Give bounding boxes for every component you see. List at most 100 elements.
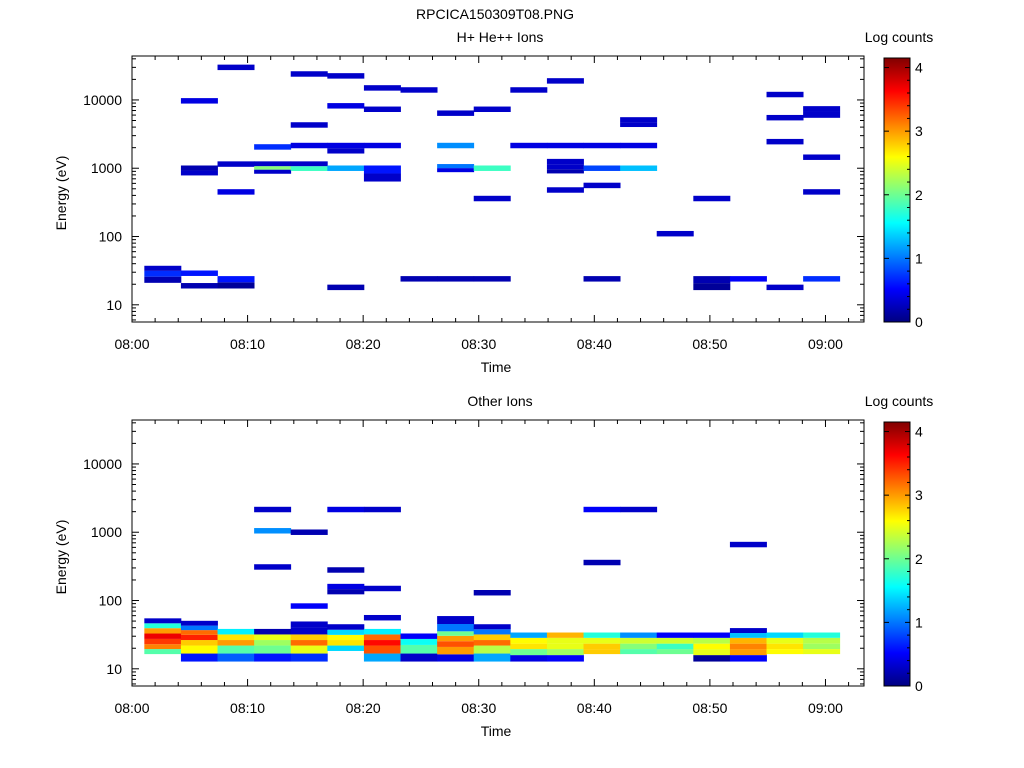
heatmap-cell (766, 138, 804, 145)
heatmap-cell (437, 635, 475, 642)
heatmap-cell (144, 628, 182, 634)
heatmap-cells (144, 64, 841, 291)
heatmap-cell (363, 142, 401, 149)
heatmap-cell (180, 270, 218, 276)
heatmap-cell (437, 641, 475, 647)
heatmap-cell (327, 624, 365, 630)
heatmap-cell (693, 655, 731, 662)
heatmap-cell (180, 625, 218, 631)
heatmap-cell (656, 649, 694, 655)
heatmap-cell (693, 283, 731, 291)
heatmap-cell (766, 637, 804, 644)
heatmap-cell (327, 148, 365, 154)
heatmap-cell (803, 189, 841, 195)
heatmap-cell (510, 632, 548, 638)
heatmap-cell (473, 634, 511, 641)
heatmap-cell (546, 655, 584, 662)
heatmap-cell (729, 649, 767, 656)
heatmap-cell (363, 628, 401, 635)
colorbar-tick-label: 4 (915, 60, 923, 76)
heatmap-cell (620, 506, 658, 513)
heatmap-cell (693, 649, 731, 656)
heatmap-cell (400, 276, 438, 282)
heatmap-cell (473, 590, 511, 596)
heatmap-cell (510, 643, 548, 650)
x-tick-label: 09:00 (808, 700, 843, 716)
heatmap-cell (327, 284, 365, 291)
heatmap-cell (363, 640, 401, 646)
heatmap-cell (546, 78, 584, 84)
heatmap-cell (510, 637, 548, 644)
heatmap-cell (327, 645, 365, 651)
heatmap-cell (327, 640, 365, 646)
heatmap-cell (254, 144, 292, 150)
heatmap-cell (620, 643, 658, 650)
y-tick-label: 10000 (83, 456, 122, 472)
heatmap-cell (729, 655, 767, 662)
x-tick-label: 08:50 (692, 336, 727, 352)
x-tick-label: 08:20 (346, 700, 381, 716)
x-tick-label: 08:10 (230, 700, 265, 716)
y-axis-label: Energy (eV) (53, 520, 69, 595)
heatmap-cell (400, 644, 438, 654)
heatmap-cell (290, 603, 328, 609)
x-tick-label: 08:00 (114, 336, 149, 352)
colorbar-tick-label: 2 (915, 551, 923, 567)
heatmap-cell (473, 640, 511, 646)
heatmap-cell (363, 173, 401, 182)
heatmap-cell (217, 282, 255, 289)
y-tick-label: 10 (106, 297, 122, 313)
heatmap-cell (144, 644, 182, 650)
heatmap-cell (327, 73, 365, 79)
x-tick-label: 08:40 (577, 700, 612, 716)
heatmap-cell (254, 653, 292, 662)
heatmap-cell (766, 649, 804, 655)
heatmap-cell (437, 654, 475, 662)
heatmap-cell (180, 170, 218, 176)
heatmap-cell (583, 643, 621, 650)
colorbar-tick-label: 1 (915, 614, 923, 630)
heatmap-cell (327, 506, 365, 513)
heatmap-cell (803, 632, 841, 638)
heatmap-cell (803, 154, 841, 160)
heatmap-cell (217, 64, 255, 71)
y-axis-label: Energy (eV) (53, 156, 69, 231)
heatmap-cell (620, 142, 658, 149)
heatmap-cell (363, 653, 401, 662)
heatmap-cell (729, 628, 767, 634)
colorbar-tick-label: 0 (915, 678, 923, 694)
heatmap-cell (144, 276, 182, 283)
heatmap-cells (144, 506, 841, 662)
heatmap-cell (290, 529, 328, 535)
heatmap-cell (583, 506, 621, 513)
x-tick-label: 08:20 (346, 336, 381, 352)
heatmap-cell (473, 624, 511, 630)
heatmap-cell (363, 165, 401, 174)
heatmap-cell (583, 142, 621, 149)
x-tick-label: 08:50 (692, 700, 727, 716)
heatmap-cell (729, 633, 767, 638)
heatmap-cell (144, 633, 182, 639)
heatmap-cell (693, 643, 731, 650)
heatmap-cell (363, 506, 401, 513)
heatmap-cell (583, 649, 621, 655)
heatmap-cell (693, 276, 731, 284)
heatmap-cell (144, 618, 182, 624)
heatmap-cell (546, 643, 584, 650)
heatmap-cell (583, 637, 621, 644)
heatmap-cell (510, 87, 548, 93)
heatmap-cell (217, 189, 255, 195)
heatmap-cell (363, 585, 401, 592)
heatmap-cell (766, 91, 804, 98)
x-axis-label: Time (481, 359, 512, 375)
colorbar-tick-label: 0 (915, 314, 923, 330)
heatmap-cell (254, 161, 292, 167)
heatmap-cell (254, 169, 292, 174)
heatmap-cell (546, 649, 584, 656)
heatmap-cell (437, 168, 475, 173)
heatmap-cell (766, 114, 804, 121)
colorbar-label: Log counts (865, 393, 934, 409)
heatmap-cell (546, 142, 584, 149)
y-tick-label: 1000 (91, 160, 122, 176)
heatmap-cell (180, 645, 218, 654)
